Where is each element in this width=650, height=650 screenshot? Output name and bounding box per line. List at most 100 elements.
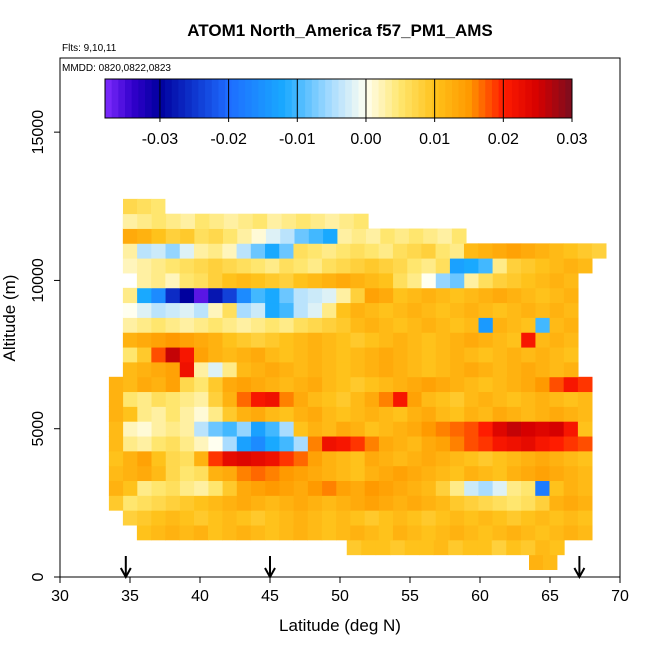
colorbar-tick-label: 0.01 bbox=[419, 131, 450, 148]
heatmap-cells bbox=[108, 198, 607, 570]
heatmap-cell bbox=[222, 465, 238, 482]
heatmap-cell bbox=[393, 436, 408, 452]
heatmap-cell bbox=[350, 480, 366, 496]
heatmap-cell bbox=[165, 376, 181, 393]
heatmap-cell bbox=[307, 495, 323, 511]
heatmap-cell bbox=[478, 421, 494, 437]
colorbar-segment bbox=[351, 79, 360, 118]
heatmap-cell bbox=[435, 480, 451, 496]
heatmap-cell bbox=[563, 273, 579, 289]
heatmap-cell bbox=[236, 465, 252, 482]
heatmap-cell bbox=[463, 243, 479, 259]
heatmap-cell bbox=[535, 273, 551, 289]
heatmap-cell bbox=[122, 258, 138, 274]
heatmap-cell bbox=[179, 480, 195, 496]
heatmap-cell bbox=[151, 213, 167, 229]
heatmap-cell bbox=[307, 287, 323, 304]
colorbar-tick-label: 0.03 bbox=[556, 131, 587, 148]
heatmap-cell bbox=[337, 228, 353, 244]
heatmap-cell bbox=[122, 347, 138, 363]
heatmap-cell bbox=[222, 287, 238, 304]
heatmap-cell bbox=[350, 376, 366, 393]
heatmap-cell bbox=[336, 495, 351, 511]
heatmap-cell bbox=[322, 421, 337, 437]
heatmap-cell bbox=[350, 406, 366, 422]
heatmap-cell bbox=[122, 243, 138, 259]
heatmap-cell bbox=[506, 347, 522, 363]
heatmap-cell bbox=[236, 510, 252, 526]
heatmap-cell bbox=[151, 287, 166, 304]
heatmap-cell bbox=[279, 243, 294, 259]
heatmap-cell bbox=[265, 450, 280, 467]
heatmap-cell bbox=[394, 228, 410, 244]
heatmap-cell bbox=[577, 525, 593, 541]
heatmap-cell bbox=[322, 436, 337, 452]
heatmap-cell bbox=[293, 465, 309, 482]
heatmap-cell bbox=[236, 347, 252, 363]
heatmap-cell bbox=[591, 243, 607, 259]
heatmap-cell bbox=[179, 436, 195, 452]
colorbar-segment bbox=[258, 79, 266, 118]
heatmap-cell bbox=[179, 258, 195, 274]
heatmap-cell bbox=[166, 213, 181, 229]
heatmap-cell bbox=[421, 525, 437, 541]
colorbar-segment bbox=[418, 79, 426, 118]
heatmap-cell bbox=[179, 495, 195, 511]
heatmap-cell bbox=[322, 302, 337, 318]
heatmap-cell bbox=[137, 302, 152, 318]
heatmap-cell bbox=[393, 273, 408, 289]
heatmap-cell bbox=[346, 539, 362, 556]
heatmap-cell bbox=[137, 450, 152, 467]
colorbar-segment bbox=[238, 79, 246, 118]
colorbar-segment bbox=[451, 79, 460, 118]
colorbar-segment bbox=[458, 79, 466, 118]
heatmap-cell bbox=[492, 391, 508, 407]
heatmap-cell bbox=[361, 539, 377, 556]
heatmap-cell bbox=[577, 495, 593, 511]
heatmap-cell bbox=[165, 391, 181, 407]
heatmap-cell bbox=[393, 258, 408, 274]
heatmap-cell bbox=[279, 332, 294, 348]
heatmap-cell bbox=[421, 287, 437, 304]
heatmap-cell bbox=[549, 391, 565, 407]
heatmap-cell bbox=[151, 198, 166, 215]
heatmap-cell bbox=[208, 480, 223, 496]
colorbar-segment bbox=[405, 79, 413, 118]
heatmap-cell bbox=[222, 243, 237, 259]
colorbar-segment bbox=[531, 79, 540, 118]
heatmap-cell bbox=[577, 480, 593, 496]
heatmap-cell bbox=[123, 406, 138, 422]
heatmap-cell bbox=[123, 480, 138, 496]
heatmap-cell bbox=[236, 406, 252, 422]
heatmap-cell bbox=[492, 450, 508, 467]
x-tick-label: 40 bbox=[191, 588, 209, 605]
heatmap-cell bbox=[151, 406, 167, 422]
colorbar-segment bbox=[278, 79, 286, 118]
heatmap-cell bbox=[223, 213, 239, 229]
heatmap-cell bbox=[421, 376, 437, 393]
heatmap-cell bbox=[364, 243, 380, 259]
heatmap-cell bbox=[293, 391, 309, 407]
heatmap-cell bbox=[451, 228, 467, 244]
heatmap-cell bbox=[350, 347, 366, 363]
colorbar-segment bbox=[525, 79, 533, 118]
heatmap-cell bbox=[265, 465, 280, 482]
heatmap-cell bbox=[520, 525, 536, 541]
heatmap-cell bbox=[108, 450, 124, 467]
colorbar-segment bbox=[498, 79, 506, 118]
heatmap-cell bbox=[194, 213, 210, 229]
heatmap-cell bbox=[419, 539, 435, 556]
heatmap-cell bbox=[464, 317, 479, 333]
heatmap-cell bbox=[336, 406, 351, 422]
heatmap-cell bbox=[492, 258, 508, 274]
colorbar-tick-label: -0.03 bbox=[142, 131, 179, 148]
heatmap-cell bbox=[194, 450, 209, 467]
heatmap-cell bbox=[353, 213, 369, 229]
heatmap-cell bbox=[506, 302, 522, 318]
heatmap-cell bbox=[378, 450, 394, 467]
heatmap-cell bbox=[492, 361, 508, 378]
colorbar-segment bbox=[131, 79, 139, 118]
heatmap-cell bbox=[123, 198, 138, 215]
heatmap-cell bbox=[506, 465, 522, 482]
colorbar-segment bbox=[471, 79, 480, 118]
